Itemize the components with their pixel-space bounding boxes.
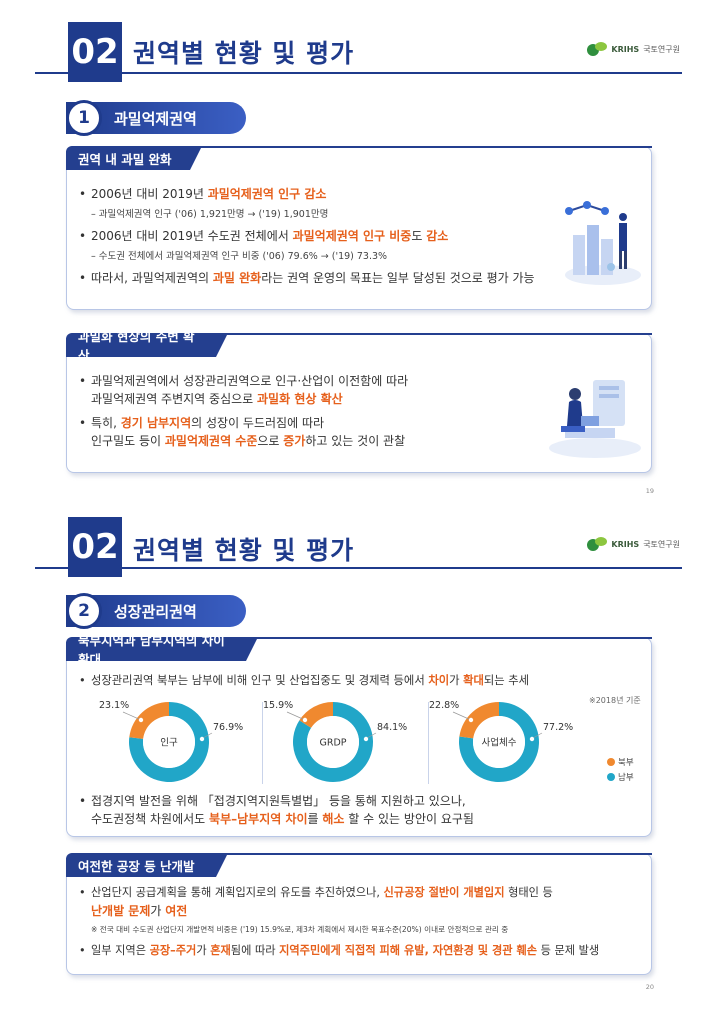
section-number: 02 <box>68 517 122 577</box>
bullet-3: • 따라서, 과밀억제권역의 과밀 완화라는 권역 운영의 목표는 일부 달성된 … <box>79 271 535 285</box>
leader-dot <box>199 736 205 742</box>
leader-dot <box>138 717 144 723</box>
leader-dot <box>468 717 474 723</box>
leader-dot <box>529 736 535 742</box>
leader-dot <box>302 717 308 723</box>
sub-bullet-2: – 수도권 전체에서 과밀억제권역 인구 비중 ('06) 79.6% → ('… <box>91 251 388 262</box>
leader-line-north <box>122 711 142 721</box>
header-rule <box>35 72 682 74</box>
logo-sub: 국토연구원 <box>643 539 680 549</box>
header-rule <box>35 567 682 569</box>
sub-bullet-1: – 과밀억제권역 인구 ('06) 1,921만명 → ('19) 1,901만… <box>91 209 329 220</box>
box-heading: 여전한 공장 등 난개발 <box>66 853 228 877</box>
legend-north: 북부 <box>607 756 634 768</box>
krihs-leaf-icon <box>587 42 608 56</box>
page-20: 02 권역별 현황 및 평가 KRIHS 국토연구원 성장관리권역 2 북부지역… <box>0 509 720 1018</box>
donut-charts: 인구 23.1% 76.9% GRDP 15.9% 84.1% 사업체수 22.8% 77.2% <box>99 700 573 782</box>
note: ※ 전국 대비 수도권 산업단지 개발면적 비중은 ('19) 15.9%로, … <box>91 925 509 934</box>
krihs-logo: KRIHS 국토연구원 <box>587 42 680 56</box>
bullet-1: • 과밀억제권역에서 성장관리권역으로 인구·산업이 이전함에 따라 <box>79 374 409 388</box>
bullet-1-line-2: 과밀억제권역 주변지역 중심으로 과밀화 현상 확산 <box>91 392 343 406</box>
donut-north-label: 15.9% <box>263 700 293 711</box>
donut-slice-north <box>459 702 499 739</box>
donut-center-label: 사업체수 <box>482 737 517 749</box>
box-overcrowding-spread: 과밀화 현상의 주변 확산 • 과밀억제권역에서 성장관리권역으로 인구·산업이 … <box>66 329 652 473</box>
donut-south-label: 84.1% <box>377 722 407 733</box>
chart-legend: 북부 남부 <box>607 756 634 786</box>
bullet-1: • 성장관리권역 북부는 남부에 비해 인구 및 산업집중도 및 경제력 등에서 … <box>79 674 530 687</box>
donut-slice-north <box>129 702 169 739</box>
bullet-1: • 산업단지 공급계획을 통해 계획입지로의 유도를 추진하였으나, 신규공장 절… <box>79 886 553 899</box>
legend-south: 남부 <box>607 771 634 783</box>
section-number: 02 <box>68 22 122 82</box>
donut-hole <box>307 716 359 768</box>
bullet-1: • 2006년 대비 2019년 과밀억제권역 인구 감소 <box>79 187 327 201</box>
leader-line-north <box>286 711 306 721</box>
leader-line-south <box>202 732 213 739</box>
section-title: 권역별 현황 및 평가 <box>133 536 355 565</box>
donut-slice-south <box>459 702 539 782</box>
bullet-2: • 2006년 대비 2019년 수도권 전체에서 과밀억제권역 인구 비중도 감… <box>79 229 449 243</box>
subsection-title: 과밀억제권역 <box>114 109 197 128</box>
subsection-number: 1 <box>66 100 102 136</box>
bullet-2: • 접경지역 발전을 위해 「접경지역지원특별법」 등을 통해 지원하고 있으나, <box>79 794 466 808</box>
krihs-leaf-icon <box>587 537 608 551</box>
krihs-logo: KRIHS 국토연구원 <box>587 537 680 551</box>
box-heading: 권역 내 과밀 완화 <box>66 146 202 170</box>
donut-north-label: 23.1% <box>99 700 129 711</box>
leader-line-north <box>452 711 472 721</box>
leader-line-south <box>366 732 377 739</box>
leader-line-south <box>532 732 543 739</box>
box-north-south-gap: 북부지역과 남부지역의 차이 확대 • 성장관리권역 북부는 남부에 비해 인구 … <box>66 633 652 837</box>
bullet-2: • 일부 지역은 공장–주거가 혼재됨에 따라 지역주민에게 직접적 피해 유발,… <box>79 944 600 957</box>
donut-hole <box>143 716 195 768</box>
donut-slice-south <box>293 702 373 782</box>
bullet-2: • 특히, 경기 남부지역의 성장이 두드러짐에 따라 <box>79 416 325 430</box>
box-sprawl: 여전한 공장 등 난개발 • 산업단지 공급계획을 통해 계획입지로의 유도를 추… <box>66 853 652 975</box>
logo-name: KRIHS <box>611 539 640 549</box>
box-heading: 과밀화 현상의 주변 확산 <box>66 329 228 363</box>
donut-slice-south <box>129 702 209 782</box>
subsection-number: 2 <box>66 593 102 629</box>
bullet-2-line-2: 인구밀도 등이 과밀억제권역 수준으로 증가하고 있는 것이 관찰 <box>91 434 406 448</box>
logo-sub: 국토연구원 <box>643 44 680 54</box>
figure-growth-chart-icon <box>565 201 641 285</box>
figure-person-laptop-icon <box>549 380 641 458</box>
page-number: 20 <box>645 983 654 991</box>
chart-note: ※2018년 기준 <box>589 696 641 705</box>
page-19: 02 권역별 현황 및 평가 KRIHS 국토연구원 과밀억제권역 1 권역 내… <box>35 22 682 495</box>
box-overcrowding-relief: 권역 내 과밀 완화 • 2006년 대비 2019년 과밀억제권역 인구 감소 … <box>66 146 652 310</box>
leader-dot <box>363 736 369 742</box>
subsection-title: 성장관리권역 <box>114 602 197 621</box>
box-heading: 북부지역과 남부지역의 차이 확대 <box>66 633 258 667</box>
donut-slice-north <box>299 702 333 728</box>
donut-south-label: 77.2% <box>543 722 573 733</box>
donut-center-label: 인구 <box>160 738 178 749</box>
bullet-2-line-2: 수도권정책 차원에서도 북부–남부지역 차이를 해소 할 수 있는 방안이 요구… <box>91 812 474 826</box>
bullet-1-line-2: 난개발 문제가 여전 <box>91 904 188 918</box>
logo-name: KRIHS <box>611 44 640 54</box>
donut-hole <box>473 716 525 768</box>
donut-center-label: GRDP <box>319 738 346 749</box>
donut-north-label: 22.8% <box>429 700 459 711</box>
donut-south-label: 76.9% <box>213 722 243 733</box>
section-title: 권역별 현황 및 평가 <box>133 39 355 68</box>
page-number: 19 <box>645 487 654 495</box>
